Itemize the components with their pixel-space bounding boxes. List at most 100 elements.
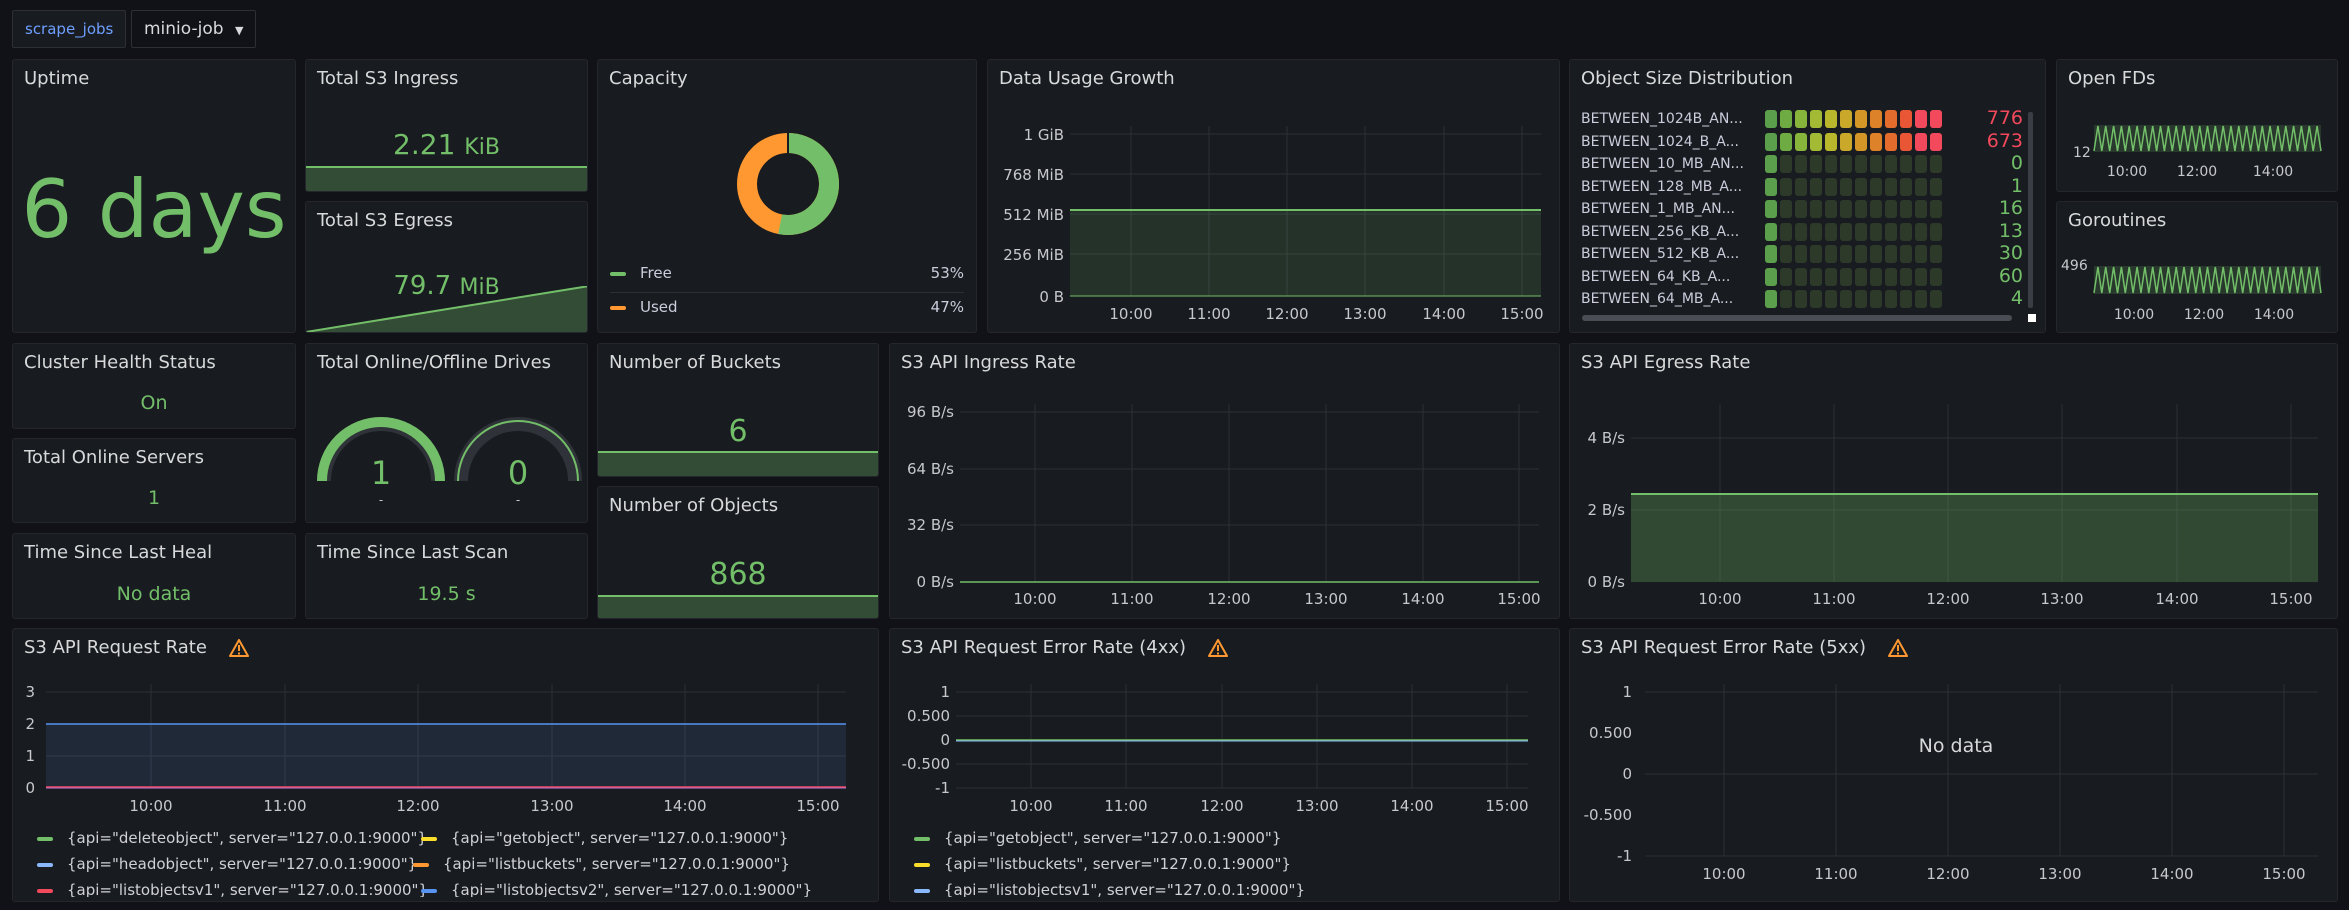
bar-segment — [1825, 245, 1837, 263]
object-size-label: BETWEEN_1_MB_AN... — [1581, 201, 1735, 217]
y-tick: 768 MiB — [1003, 166, 1064, 184]
x-tick: 11:00 — [1104, 797, 1147, 815]
cluster-health-value: On — [140, 392, 168, 414]
y-tick: 1 — [940, 683, 950, 701]
var-select-minio-job[interactable]: minio-job ▼ — [131, 10, 257, 48]
y-tick: 0 B — [1039, 288, 1064, 306]
panel-last-scan[interactable]: Time Since Last Scan 19.5 s — [305, 533, 588, 619]
legend-item[interactable]: {api="getobject", server="127.0.0.1:9000… — [421, 829, 788, 847]
bar-segment — [1885, 222, 1897, 241]
panel-goroutines[interactable]: Goroutines 496 10:00 12:00 14:00 — [2056, 201, 2338, 333]
legend-item[interactable]: {api="listobjectsv1", server="127.0.0.1:… — [914, 881, 1305, 897]
object-size-value: 4 — [2010, 287, 2023, 309]
x-tick: 15:00 — [1485, 797, 1528, 815]
x-tick: 14:00 — [1390, 797, 1433, 815]
panel-title: Capacity — [609, 68, 688, 89]
legend-item[interactable]: {api="listobjectsv1", server="127.0.0.1:… — [37, 881, 428, 897]
bar-segment — [1810, 177, 1822, 196]
x-tick: 10:00 — [1698, 590, 1741, 608]
panel-online-servers[interactable]: Total Online Servers 1 — [12, 438, 296, 523]
vertical-scrollbar[interactable] — [2028, 112, 2033, 308]
panel-title: Total Online/Offline Drives — [317, 352, 552, 373]
warning-icon[interactable] — [1207, 639, 1228, 657]
panel-drives[interactable]: Total Online/Offline Drives 1 0 - - — [305, 343, 588, 523]
y-tick: 256 MiB — [1003, 246, 1064, 264]
panel-number-of-buckets[interactable]: Number of Buckets 6 — [597, 343, 879, 477]
panel-cluster-health[interactable]: Cluster Health Status On — [12, 343, 296, 429]
bar-segment — [1930, 132, 1942, 151]
bar-segment — [1870, 290, 1882, 308]
ingress-value: 2.21 KiB — [306, 128, 587, 161]
legend-item[interactable]: {api="listbuckets", server="127.0.0.1:90… — [413, 855, 790, 873]
legend-item[interactable]: {api="getobject", server="127.0.0.1:9000… — [914, 829, 1281, 847]
bar-segment — [1780, 177, 1792, 196]
y-tick: 12 — [2073, 145, 2091, 161]
bar-segment — [1915, 110, 1927, 128]
object-size-bar — [1765, 290, 1945, 308]
panel-open-fds[interactable]: Open FDs 12 10:00 12:00 14:00 — [2056, 59, 2338, 192]
y-tick: 1 GiB — [1024, 126, 1064, 144]
panel-object-size-distribution[interactable]: Object Size Distribution BETWEEN_1024B_A… — [1569, 59, 2046, 333]
bar-segment — [1795, 155, 1807, 173]
legend-label: {api="listbuckets", server="127.0.0.1:90… — [443, 855, 790, 873]
bar-segment — [1810, 132, 1822, 151]
bar-segment — [1810, 155, 1822, 173]
panel-error-rate-5xx[interactable]: S3 API Request Error Rate (5xx) No data … — [1569, 628, 2338, 902]
legend-item-free[interactable]: Free 53% — [610, 264, 964, 293]
ingress-unit: KiB — [464, 135, 500, 160]
warning-icon[interactable] — [1887, 639, 1908, 657]
legend-label: {api="listobjectsv1", server="127.0.0.1:… — [944, 881, 1306, 897]
legend-pct: 47% — [930, 298, 964, 316]
bar-segment — [1885, 110, 1897, 128]
bar-segment — [1930, 155, 1942, 173]
ingress-number: 2.21 — [393, 128, 456, 161]
panel-request-rate[interactable]: S3 API Request Rate 3 2 1 0 10:00 11:00 … — [12, 628, 879, 902]
legend-item-used[interactable]: Used 47% — [610, 293, 964, 321]
scroll-corner — [2028, 314, 2036, 322]
panel-title: Object Size Distribution — [1581, 68, 1794, 89]
object-size-label: BETWEEN_1024B_AN... — [1581, 111, 1743, 127]
object-size-value: 0 — [2010, 152, 2023, 174]
bar-segment — [1900, 132, 1912, 151]
panel-error-rate-4xx[interactable]: S3 API Request Error Rate (4xx) 1 0.500 … — [889, 628, 1560, 902]
x-tick: 11:00 — [1814, 865, 1857, 883]
panel-total-ingress[interactable]: Total S3 Ingress 2.21 KiB — [305, 59, 588, 192]
bar-segment — [1870, 132, 1882, 151]
object-size-value: 673 — [1986, 129, 2023, 152]
panel-capacity[interactable]: Capacity Free 53% Used 47% — [597, 59, 977, 333]
bar-segment — [1810, 290, 1822, 308]
legend-item[interactable]: {api="listbuckets", server="127.0.0.1:90… — [914, 855, 1291, 873]
error-5xx-chart: No data 1 0.500 0 -0.500 -1 10:00 11:00 … — [1584, 683, 2318, 883]
bar-segment — [1870, 200, 1882, 218]
bar-segment — [1930, 290, 1942, 308]
panel-number-of-objects[interactable]: Number of Objects 868 — [597, 486, 879, 619]
bar-segment — [1840, 110, 1852, 128]
legend-item[interactable]: {api="deleteobject", server="127.0.0.1:9… — [37, 829, 427, 847]
y-tick: -0.500 — [902, 755, 950, 773]
legend-item[interactable]: {api="listobjectsv2", server="127.0.0.1:… — [421, 881, 812, 897]
horizontal-scrollbar[interactable] — [1582, 315, 2012, 321]
x-tick: 15:00 — [1500, 305, 1543, 323]
panel-total-egress[interactable]: Total S3 Egress 79.7 MiB — [305, 201, 588, 333]
x-tick: 13:00 — [2038, 865, 2081, 883]
bar-segment — [1855, 177, 1867, 196]
warning-icon[interactable] — [228, 639, 249, 657]
x-tick: 15:00 — [2262, 865, 2305, 883]
bar-segment — [1885, 132, 1897, 151]
panel-last-heal[interactable]: Time Since Last Heal No data — [12, 533, 296, 619]
bar-segment — [1870, 222, 1882, 241]
open-fds-chart: 12 10:00 12:00 14:00 — [2073, 125, 2322, 180]
bar-segment — [1885, 267, 1897, 286]
x-tick: 10:00 — [1109, 305, 1152, 323]
panel-uptime[interactable]: Uptime 6 days — [12, 59, 296, 333]
x-tick: 12:00 — [1926, 590, 1969, 608]
panel-ingress-rate[interactable]: S3 API Ingress Rate 96 B/s 64 B/s 32 B/s… — [889, 343, 1560, 619]
legend-item[interactable]: {api="headobject", server="127.0.0.1:900… — [37, 855, 417, 873]
panel-data-usage-growth[interactable]: Data Usage Growth 1 GiB 768 MiB 512 MiB … — [987, 59, 1560, 333]
object-size-row: BETWEEN_256_KB_A... 13 — [1581, 220, 2023, 243]
object-size-label: BETWEEN_1024_B_A... — [1581, 133, 1739, 150]
y-tick: 0.500 — [1589, 724, 1632, 742]
panel-egress-rate[interactable]: S3 API Egress Rate 4 B/s 2 B/s 0 B/s 10:… — [1569, 343, 2338, 619]
y-tick: 3 — [25, 683, 35, 701]
y-tick: 0 B/s — [1588, 573, 1626, 591]
